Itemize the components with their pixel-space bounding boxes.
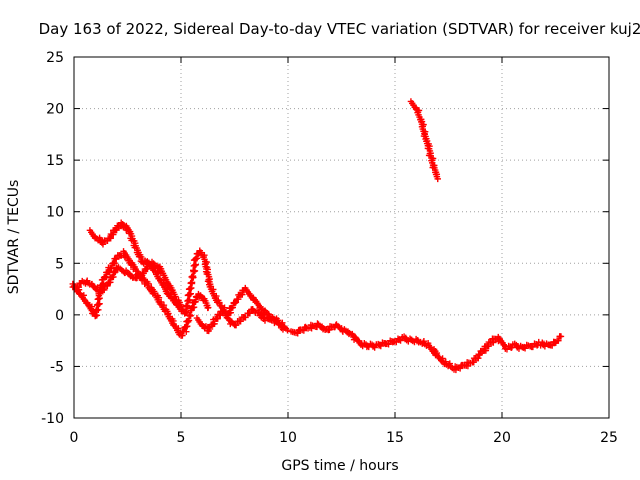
series-track-4 [193, 306, 288, 335]
y-tick-label: -5 [50, 359, 64, 375]
data-point [113, 256, 120, 263]
data-point [104, 282, 111, 290]
data-point [385, 341, 392, 348]
series-track-5 [287, 320, 565, 374]
data-point [397, 337, 404, 344]
y-tick-label: 25 [46, 50, 64, 66]
data-point [183, 302, 190, 309]
data-point [140, 270, 147, 277]
data-point [246, 310, 253, 317]
data-point [216, 311, 223, 319]
y-tick-label: 0 [55, 308, 64, 324]
series-track-2 [69, 247, 291, 334]
data-point [521, 345, 529, 352]
data-point [556, 333, 564, 340]
data-point [229, 304, 236, 311]
x-axis-label: GPS time / hours [281, 458, 398, 474]
data-point [507, 344, 515, 351]
data-point [92, 311, 99, 319]
data-point [132, 275, 140, 282]
data-point [469, 358, 476, 366]
x-tick-label: 20 [493, 430, 511, 446]
data-point [325, 326, 332, 334]
x-tick-label: 25 [600, 430, 618, 446]
data-point [112, 226, 120, 233]
y-tick-label: -10 [41, 411, 64, 427]
plot-frame [73, 56, 610, 419]
chart-title: Day 163 of 2022, Sidereal Day-to-day VTE… [39, 20, 640, 38]
data-points [69, 98, 565, 374]
data-point [143, 265, 150, 272]
data-point [99, 241, 107, 248]
x-tick-label: 10 [279, 430, 297, 446]
data-point [281, 324, 288, 331]
data-point [206, 325, 214, 333]
data-point [294, 330, 301, 337]
data-point [233, 295, 241, 303]
x-tick-label: 0 [70, 430, 79, 446]
data-point [186, 311, 194, 319]
data-point [106, 234, 113, 242]
data-point [434, 175, 441, 183]
data-point [204, 304, 211, 312]
data-point [237, 317, 244, 325]
data-point [105, 278, 113, 286]
y-tick-label: 20 [46, 102, 64, 118]
series-track-6 [407, 98, 441, 183]
data-point [476, 351, 483, 359]
data-point [175, 303, 183, 311]
data-point [529, 343, 537, 351]
data-point [213, 315, 220, 322]
data-point [377, 342, 384, 350]
series-track-3 [86, 219, 184, 313]
x-tick-label: 15 [386, 430, 404, 446]
data-point [108, 231, 116, 238]
y-tick-label: 10 [46, 205, 64, 221]
x-tick-label: 5 [177, 430, 186, 446]
y-tick-label: 5 [55, 256, 64, 272]
data-point [242, 314, 249, 321]
axis-ticks: 0 5 10 15 20 25 -10 -5 0 5 10 15 20 25 [41, 50, 618, 446]
series-track-1 [69, 248, 212, 339]
data-point [110, 259, 117, 267]
data-point [101, 273, 109, 280]
grid-lines [74, 57, 609, 418]
data-point [555, 337, 562, 344]
data-point [232, 321, 240, 329]
data-point [95, 290, 102, 298]
y-axis-label: SDTVAR / TECUs [6, 180, 22, 295]
y-tick-label: 15 [46, 153, 64, 169]
data-point [503, 346, 511, 353]
